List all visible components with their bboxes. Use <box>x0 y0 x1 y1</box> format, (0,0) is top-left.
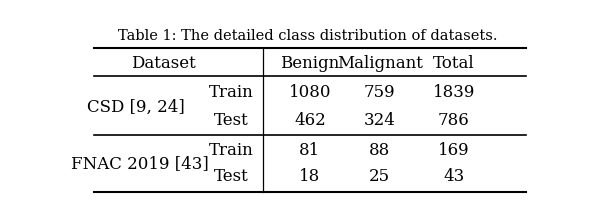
Text: 324: 324 <box>364 112 395 129</box>
Text: Test: Test <box>214 168 248 185</box>
Text: CSD [9, 24]: CSD [9, 24] <box>86 99 184 116</box>
Text: 462: 462 <box>294 112 326 129</box>
Text: 1080: 1080 <box>289 84 331 101</box>
Text: 25: 25 <box>369 168 390 185</box>
Text: FNAC 2019 [43]: FNAC 2019 [43] <box>71 155 209 172</box>
Text: 169: 169 <box>438 142 470 159</box>
Text: 43: 43 <box>443 168 464 185</box>
Text: 759: 759 <box>364 84 395 101</box>
Text: 81: 81 <box>299 142 320 159</box>
Text: 786: 786 <box>438 112 470 129</box>
Text: Total: Total <box>433 55 475 72</box>
Text: Malignant: Malignant <box>337 55 422 72</box>
Text: Train: Train <box>208 142 253 159</box>
Text: 18: 18 <box>299 168 320 185</box>
Text: 1839: 1839 <box>433 84 475 101</box>
Text: 88: 88 <box>369 142 390 159</box>
Text: Dataset: Dataset <box>131 55 196 72</box>
Text: Table 1: The detailed class distribution of datasets.: Table 1: The detailed class distribution… <box>118 29 497 43</box>
Text: Benign: Benign <box>280 55 340 72</box>
Text: Train: Train <box>208 84 253 101</box>
Text: Test: Test <box>214 112 248 129</box>
